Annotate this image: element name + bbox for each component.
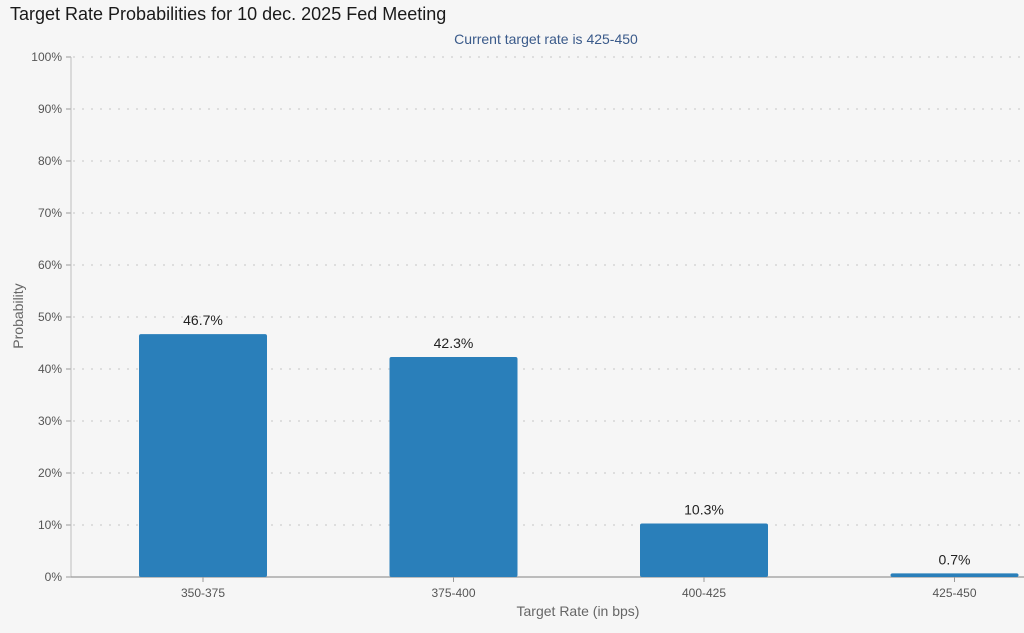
y-tick-label: 100% [31, 50, 62, 64]
y-tick-label: 70% [38, 206, 62, 220]
bar [389, 357, 518, 577]
bar [139, 334, 267, 577]
y-tick-label: 10% [38, 518, 62, 532]
y-tick-label: 30% [38, 414, 62, 428]
chart-subtitle: Current target rate is 425-450 [454, 31, 638, 47]
bar-value-label: 10.3% [684, 501, 724, 517]
bar [890, 573, 1019, 577]
y-tick-label: 90% [38, 102, 62, 116]
y-tick-label: 0% [45, 570, 63, 584]
bar [640, 523, 768, 577]
y-tick-label: 20% [38, 466, 62, 480]
y-axis-title: Probability [10, 283, 26, 348]
x-tick-label: 400-425 [682, 586, 726, 600]
bar-value-label: 46.7% [183, 312, 223, 328]
y-tick-label: 60% [38, 258, 62, 272]
chart-title: Target Rate Probabilities for 10 dec. 20… [10, 4, 447, 24]
y-tick-label: 50% [38, 310, 62, 324]
bar-value-label: 0.7% [939, 551, 971, 567]
x-tick-label: 375-400 [431, 586, 475, 600]
x-tick-label: 350-375 [181, 586, 225, 600]
y-tick-label: 40% [38, 362, 62, 376]
x-tick-label: 425-450 [932, 586, 976, 600]
y-tick-label: 80% [38, 154, 62, 168]
bar-value-label: 42.3% [434, 335, 474, 351]
x-axis-title: Target Rate (in bps) [517, 603, 640, 619]
